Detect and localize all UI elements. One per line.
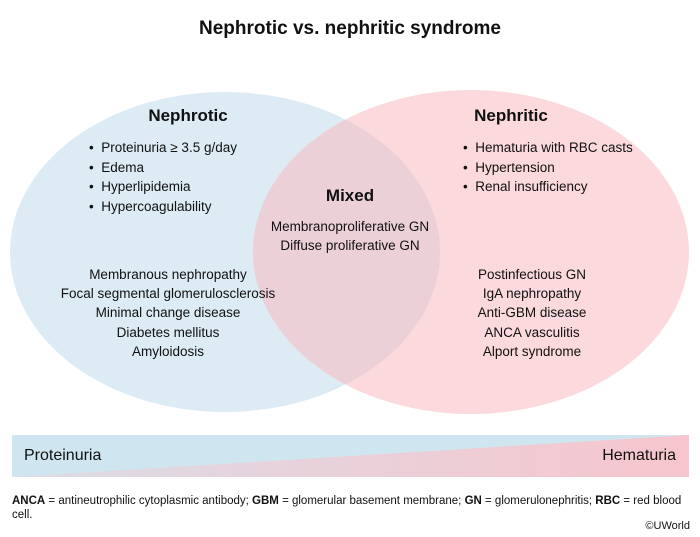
- nephrotic-disease: Minimal change disease: [95, 305, 241, 321]
- mixed-disease: Membranoproliferative GN: [270, 219, 430, 234]
- nephrotic-disease-list: Membranous nephropathy Focal segmental gl…: [20, 265, 316, 361]
- abbreviation-footnote: ANCA = antineutrophilic cytoplasmic anti…: [12, 494, 688, 522]
- hematuria-wedge: [12, 435, 689, 477]
- footnote-definition: = red blood cell.: [12, 495, 682, 521]
- footnote-abbreviation: GBM: [252, 495, 279, 507]
- nephrotic-heading: Nephrotic: [148, 106, 228, 125]
- nephrotic-disease: Membranous nephropathy: [89, 267, 247, 282]
- nephritic-feature: Hypertension: [463, 158, 673, 178]
- footnote-abbreviation: RBC: [595, 495, 621, 507]
- copyright-notice: ©UWorld: [645, 520, 690, 532]
- nephritic-disease: ANCA vasculitis: [484, 324, 580, 340]
- overlap-region: [253, 92, 440, 412]
- mixed-disease-list: Membranoproliferative GN Diffuse prolifer…: [240, 217, 460, 255]
- nephrotic-feature: Hyperlipidemia: [89, 177, 289, 197]
- nephritic-disease: Anti-GBM disease: [477, 305, 587, 321]
- nephritic-feature: Hematuria with RBC casts: [463, 138, 673, 158]
- nephritic-feature-list: Hematuria with RBC castsHypertensionRena…: [463, 138, 673, 197]
- nephrotic-disease: Diabetes mellitus: [116, 324, 220, 340]
- diagram-title: Nephrotic vs. nephritic syndrome: [199, 18, 501, 39]
- proteinuria-label: Proteinuria: [24, 447, 102, 464]
- footnote-definition: = glomerular basement membrane;: [278, 495, 465, 507]
- footnote-definition: = glomerulonephritis;: [481, 495, 596, 507]
- nephrotic-feature: Proteinuria ≥ 3.5 g/day: [89, 138, 289, 158]
- nephritic-heading: Nephritic: [474, 106, 548, 125]
- nephrotic-feature: Edema: [89, 158, 289, 178]
- footnote-abbreviation: ANCA: [12, 495, 46, 507]
- nephrotic-disease: Amyloidosis: [131, 343, 205, 359]
- nephritic-disease: Alport syndrome: [482, 343, 582, 359]
- mixed-heading: Mixed: [325, 186, 375, 205]
- nephrotic-feature-list: Proteinuria ≥ 3.5 g/dayEdemaHyperlipidem…: [89, 138, 289, 216]
- nephritic-disease: IgA nephropathy: [482, 286, 582, 302]
- nephritic-disease: Postinfectious GN: [477, 267, 587, 282]
- nephrotic-feature: Hypercoagulability: [89, 197, 289, 217]
- mixed-disease: Diffuse proliferative GN: [280, 238, 420, 254]
- nephritic-feature: Renal insufficiency: [463, 177, 673, 197]
- nephrotic-disease: Focal segmental glomerulosclerosis: [60, 286, 276, 302]
- hematuria-label: Hematuria: [602, 447, 676, 464]
- footnote-definition: = antineutrophilic cytoplasmic antibody;: [45, 495, 253, 507]
- footnote-abbreviation: GN: [464, 495, 482, 507]
- nephritic-disease-list: Postinfectious GN IgA nephropathy Anti-GBM…: [412, 265, 652, 361]
